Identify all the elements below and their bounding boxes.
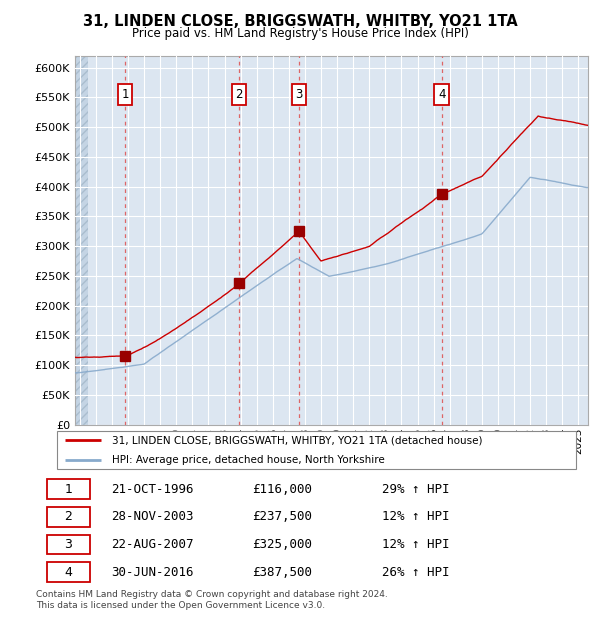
Text: HPI: Average price, detached house, North Yorkshire: HPI: Average price, detached house, Nort… — [112, 455, 385, 465]
Text: 1: 1 — [121, 88, 129, 101]
Text: 26% ↑ HPI: 26% ↑ HPI — [382, 565, 449, 578]
Text: 1: 1 — [64, 483, 73, 496]
Text: 2: 2 — [64, 510, 73, 523]
Text: £325,000: £325,000 — [252, 538, 312, 551]
FancyBboxPatch shape — [47, 534, 90, 554]
FancyBboxPatch shape — [56, 431, 577, 469]
Text: 4: 4 — [64, 565, 73, 578]
Text: Contains HM Land Registry data © Crown copyright and database right 2024.
This d: Contains HM Land Registry data © Crown c… — [36, 590, 388, 609]
Text: 12% ↑ HPI: 12% ↑ HPI — [382, 510, 449, 523]
Text: 3: 3 — [64, 538, 73, 551]
Text: 4: 4 — [438, 88, 445, 101]
Text: 29% ↑ HPI: 29% ↑ HPI — [382, 483, 449, 496]
Text: 31, LINDEN CLOSE, BRIGGSWATH, WHITBY, YO21 1TA (detached house): 31, LINDEN CLOSE, BRIGGSWATH, WHITBY, YO… — [112, 435, 482, 445]
Text: £387,500: £387,500 — [252, 565, 312, 578]
FancyBboxPatch shape — [47, 507, 90, 527]
Text: 12% ↑ HPI: 12% ↑ HPI — [382, 538, 449, 551]
Text: 30-JUN-2016: 30-JUN-2016 — [112, 565, 194, 578]
Text: 22-AUG-2007: 22-AUG-2007 — [112, 538, 194, 551]
FancyBboxPatch shape — [47, 562, 90, 582]
Text: 21-OCT-1996: 21-OCT-1996 — [112, 483, 194, 496]
FancyBboxPatch shape — [47, 479, 90, 499]
Text: 2: 2 — [235, 88, 243, 101]
Text: £237,500: £237,500 — [252, 510, 312, 523]
Bar — [75, 38, 88, 425]
Text: 28-NOV-2003: 28-NOV-2003 — [112, 510, 194, 523]
Text: Price paid vs. HM Land Registry's House Price Index (HPI): Price paid vs. HM Land Registry's House … — [131, 27, 469, 40]
Text: £116,000: £116,000 — [252, 483, 312, 496]
Text: 31, LINDEN CLOSE, BRIGGSWATH, WHITBY, YO21 1TA: 31, LINDEN CLOSE, BRIGGSWATH, WHITBY, YO… — [83, 14, 517, 29]
Text: 3: 3 — [295, 88, 303, 101]
